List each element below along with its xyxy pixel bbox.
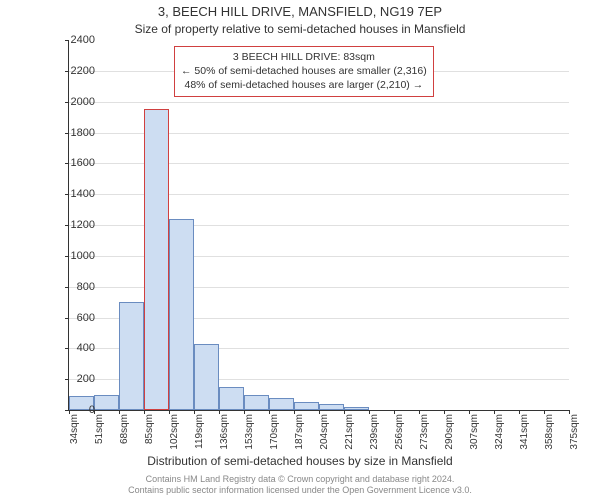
y-tick-label: 1200 <box>65 219 95 231</box>
x-tick-label: 85sqm <box>144 410 155 444</box>
x-tick-label: 153sqm <box>244 410 255 450</box>
x-tick-label: 307sqm <box>469 410 480 450</box>
chart-container: 3, BEECH HILL DRIVE, MANSFIELD, NG19 7EP… <box>0 0 600 500</box>
x-tick-label: 119sqm <box>194 410 205 449</box>
histogram-bar <box>244 395 269 410</box>
x-tick-label: 358sqm <box>544 410 555 450</box>
histogram-bar <box>219 387 244 410</box>
x-tick-label: 239sqm <box>369 410 380 450</box>
x-tick-label: 187sqm <box>294 410 305 450</box>
y-tick-label: 2200 <box>65 65 95 77</box>
y-tick-label: 600 <box>65 312 95 324</box>
annotation-line-3: 48% of semi-detached houses are larger (… <box>181 78 427 92</box>
x-tick-label: 341sqm <box>519 410 530 450</box>
x-tick-label: 204sqm <box>319 410 330 450</box>
annotation-line-1: 3 BEECH HILL DRIVE: 83sqm <box>181 50 427 64</box>
histogram-bar <box>169 219 194 410</box>
x-tick-label: 51sqm <box>94 410 105 444</box>
histogram-bar <box>294 402 319 410</box>
chart-footer: Contains HM Land Registry data © Crown c… <box>0 474 600 497</box>
x-tick-label: 290sqm <box>444 410 455 450</box>
annotation-line-2: ← 50% of semi-detached houses are smalle… <box>181 64 427 78</box>
annotation-box: 3 BEECH HILL DRIVE: 83sqm← 50% of semi-d… <box>174 46 434 97</box>
footer-line-2: Contains public sector information licen… <box>0 485 600 496</box>
gridline <box>69 102 569 103</box>
histogram-bar <box>119 302 144 410</box>
x-tick-label: 221sqm <box>344 410 355 450</box>
y-tick-label: 1600 <box>65 157 95 169</box>
y-tick-label: 400 <box>65 342 95 354</box>
y-tick-label: 2000 <box>65 96 95 108</box>
y-tick-label: 1000 <box>65 250 95 262</box>
x-tick-label: 68sqm <box>119 410 130 444</box>
plot-area: 34sqm51sqm68sqm85sqm102sqm119sqm136sqm15… <box>68 40 569 411</box>
x-tick-label: 102sqm <box>169 410 180 450</box>
x-tick-label: 136sqm <box>219 410 230 450</box>
x-tick-label: 170sqm <box>269 410 280 450</box>
x-tick-label: 375sqm <box>569 410 580 450</box>
histogram-bar <box>194 344 219 410</box>
histogram-bar <box>319 404 344 410</box>
histogram-bar <box>344 407 369 410</box>
histogram-bar-highlight <box>144 109 169 410</box>
y-tick-label: 1800 <box>65 127 95 139</box>
histogram-bar <box>269 398 294 410</box>
x-tick-label: 273sqm <box>419 410 430 450</box>
footer-line-1: Contains HM Land Registry data © Crown c… <box>0 474 600 485</box>
y-tick-label: 800 <box>65 281 95 293</box>
x-tick-label: 324sqm <box>494 410 505 450</box>
y-tick-label: 2400 <box>65 34 95 46</box>
y-tick-label: 200 <box>65 373 95 385</box>
x-axis-label: Distribution of semi-detached houses by … <box>0 454 600 468</box>
y-tick-label: 1400 <box>65 188 95 200</box>
y-tick-label: 0 <box>65 404 95 416</box>
chart-title-main: 3, BEECH HILL DRIVE, MANSFIELD, NG19 7EP <box>0 4 600 19</box>
histogram-bar <box>94 395 119 410</box>
x-tick-label: 256sqm <box>394 410 405 450</box>
